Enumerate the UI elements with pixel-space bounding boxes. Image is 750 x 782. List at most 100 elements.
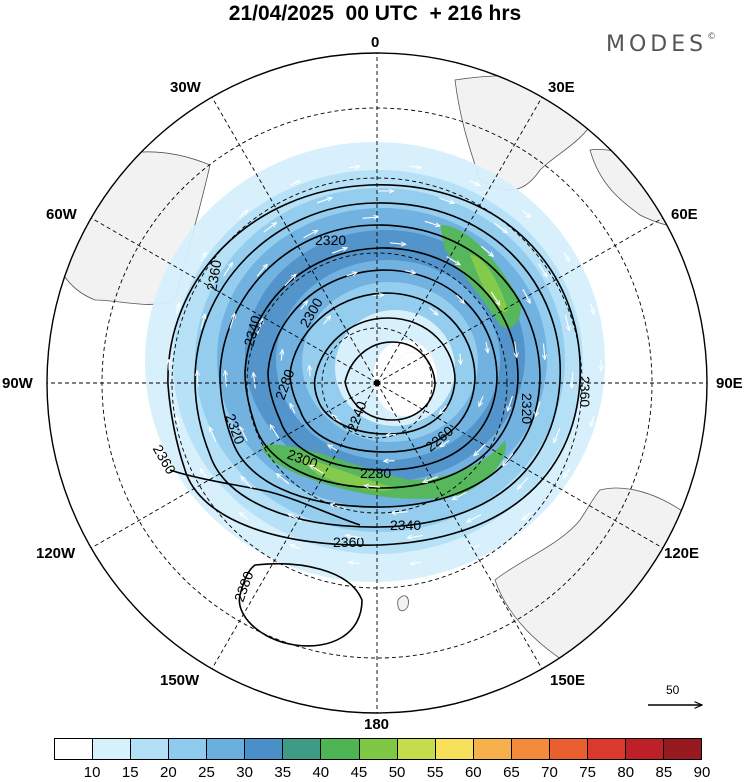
lon-label-150w: 150W <box>160 672 200 689</box>
wind-vector <box>470 544 480 550</box>
colorbar <box>54 738 702 760</box>
contour-label: 2360 <box>333 534 364 550</box>
contour-label: 2360 <box>203 258 224 292</box>
meridian-line <box>376 217 664 384</box>
wind-vectors <box>169 166 601 564</box>
wind-vector <box>429 307 438 315</box>
wind-vector <box>200 314 205 330</box>
wind-vector <box>522 209 530 217</box>
wind-vector <box>328 445 338 451</box>
colorbar-tick-label: 15 <box>121 764 139 781</box>
wind-vector <box>517 477 529 490</box>
wind-vector <box>348 166 360 168</box>
wind-vector <box>591 416 594 427</box>
chart-title: 21/04/2025 00 UTC + 216 hrs <box>228 2 522 25</box>
colorbar-cell <box>625 739 664 759</box>
contour-label: 2340 <box>241 314 265 348</box>
wind-vector <box>407 535 424 538</box>
wind-vector <box>490 291 500 305</box>
wind-vector <box>303 230 318 239</box>
colorbar-tick-label: 25 <box>198 764 215 781</box>
wind-vector <box>349 562 360 564</box>
wind-vector <box>176 303 179 314</box>
colorbar-cell <box>131 739 170 759</box>
wind-vector <box>438 197 454 203</box>
graticule <box>47 53 707 713</box>
wind-vector <box>199 252 206 262</box>
wind-vector <box>225 371 226 387</box>
colorbar-cell <box>245 739 284 759</box>
contour-label: 2360 <box>577 376 593 407</box>
wind-vector <box>373 295 384 296</box>
wind-vector <box>480 245 493 256</box>
wind-vector <box>572 372 573 388</box>
wind-vector <box>544 343 545 360</box>
lon-label-60w: 60W <box>46 206 77 223</box>
wind-vector <box>290 544 301 550</box>
contour-label: 2320 <box>519 393 535 424</box>
wind-vector <box>439 405 447 414</box>
colorbar-tick-label: 55 <box>426 764 444 781</box>
wind-vector <box>176 416 179 427</box>
wind-vector <box>410 562 422 564</box>
colorbar-cell <box>397 739 436 759</box>
wind-vector <box>323 316 331 325</box>
wind-vector <box>503 453 514 466</box>
wind-vector <box>591 303 594 315</box>
wind-vector <box>309 366 310 377</box>
wind-vector <box>284 274 296 287</box>
wind-vector <box>253 372 255 389</box>
colorbar-cell <box>283 739 322 759</box>
meridian-line <box>211 96 378 384</box>
wind-vector <box>423 476 438 483</box>
lon-label-120e: 120E <box>664 545 700 562</box>
colorbar-cell <box>664 739 702 759</box>
lon-label-90w: 90W <box>2 375 33 392</box>
colorbar-tick-label: 20 <box>160 764 177 781</box>
wind-vector <box>522 512 531 520</box>
wind-vector <box>281 350 282 361</box>
wind-vector <box>479 396 484 406</box>
meridian-line <box>376 382 543 670</box>
colorbar-tick-label: 75 <box>579 764 596 781</box>
brand-text: MODES <box>606 32 708 57</box>
colorbar-cell <box>435 739 474 759</box>
meridian-line <box>376 96 543 384</box>
wind-vector <box>467 514 482 523</box>
lon-label-90e: 90E <box>716 375 743 392</box>
colorbar-tick-label: 60 <box>464 764 482 781</box>
wind-vector <box>239 210 248 218</box>
map-boundary <box>46 52 708 714</box>
meridian-line <box>211 382 378 670</box>
colorbar-tick-label: 40 <box>312 764 330 781</box>
pole-marker <box>374 380 380 386</box>
reference-vector-label: 50 <box>666 683 680 697</box>
wind-vector <box>332 248 347 254</box>
contour-label: 2340 <box>390 517 421 533</box>
wind-vector <box>208 427 217 442</box>
lon-label-30w: 30W <box>170 79 201 96</box>
wind-vector <box>460 353 461 365</box>
colorbar-cell <box>511 739 550 759</box>
wind-vector <box>239 512 248 521</box>
wind-shading <box>145 142 605 582</box>
wind-vector <box>553 427 561 443</box>
wind-vector <box>535 401 541 416</box>
colorbar-tick-label: 10 <box>83 764 101 781</box>
wind-vector <box>424 220 440 226</box>
wind-vector <box>229 313 235 329</box>
wind-vector <box>452 491 467 500</box>
colorbar-tick-label: 70 <box>541 764 558 781</box>
wind-vector <box>200 468 207 478</box>
wind-vector <box>564 315 569 331</box>
wind-vector <box>410 166 422 168</box>
wind-vector <box>263 222 277 233</box>
wind-vector <box>270 425 280 439</box>
lon-label-0: 0 <box>371 34 380 51</box>
wind-vector <box>507 395 514 411</box>
contour-label: 2280 <box>360 465 391 481</box>
lon-label-150e: 150E <box>550 672 586 689</box>
wind-vector <box>364 486 381 488</box>
colorbar-cell <box>359 739 398 759</box>
